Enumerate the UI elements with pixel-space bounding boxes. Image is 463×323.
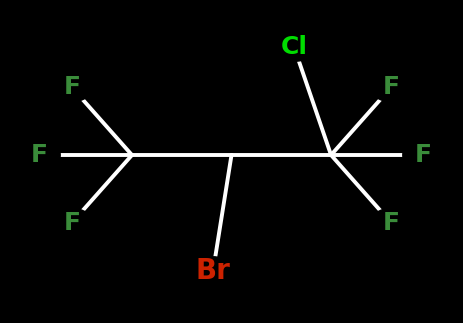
Circle shape xyxy=(51,73,93,102)
Text: Br: Br xyxy=(195,257,231,285)
Text: Cl: Cl xyxy=(281,35,307,59)
Circle shape xyxy=(19,141,60,170)
Text: F: F xyxy=(383,211,400,235)
Circle shape xyxy=(370,208,412,237)
Circle shape xyxy=(273,32,315,61)
Text: F: F xyxy=(63,75,80,99)
Text: F: F xyxy=(31,143,48,167)
Text: F: F xyxy=(63,211,80,235)
Text: F: F xyxy=(415,143,432,167)
Circle shape xyxy=(192,257,234,286)
Circle shape xyxy=(403,141,444,170)
Circle shape xyxy=(51,208,93,237)
Text: F: F xyxy=(383,75,400,99)
Circle shape xyxy=(370,73,412,102)
